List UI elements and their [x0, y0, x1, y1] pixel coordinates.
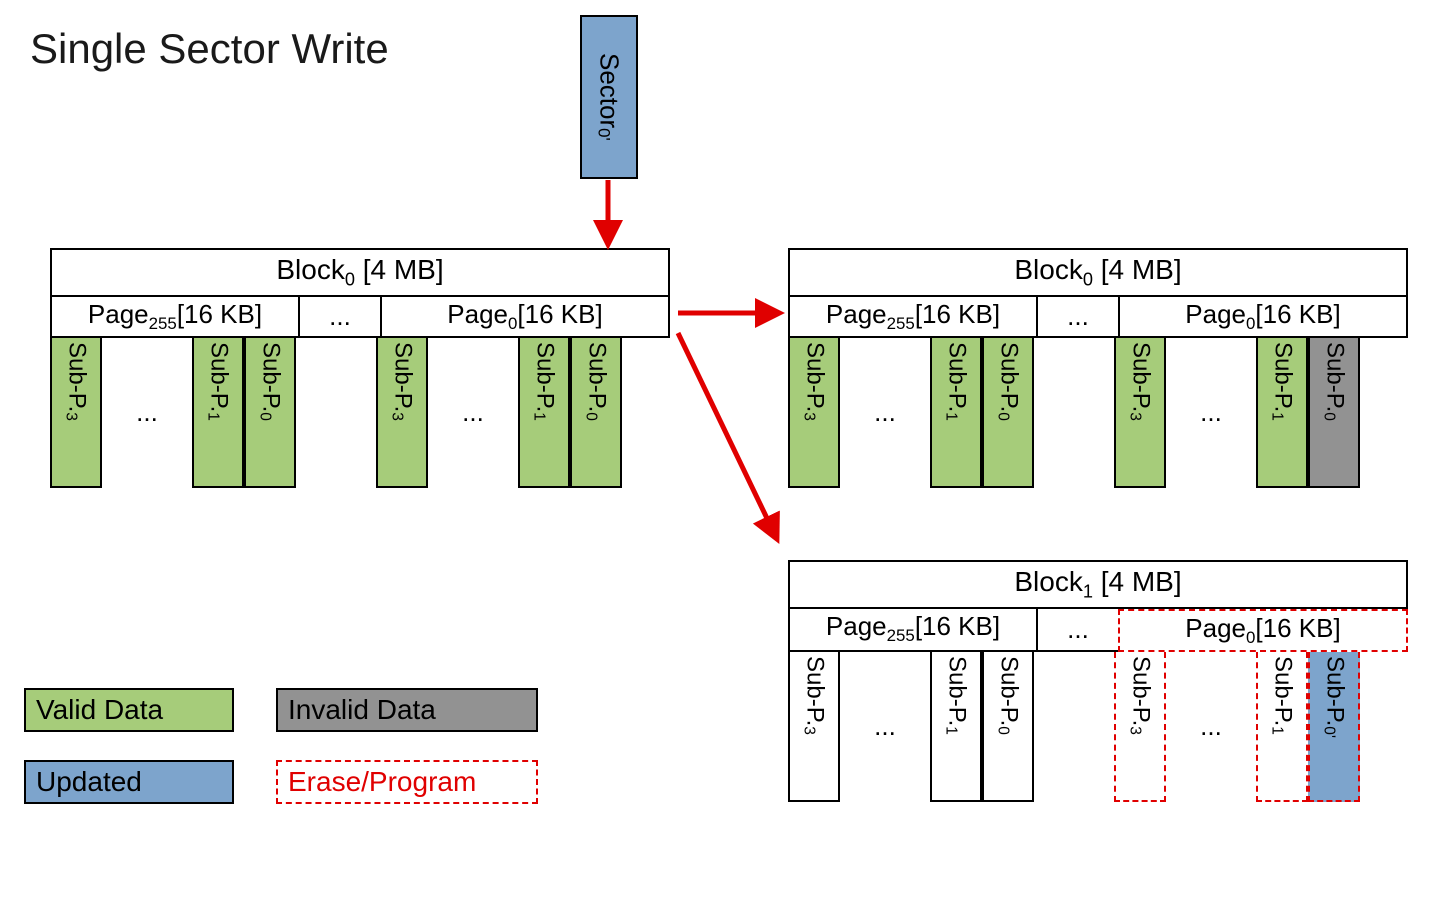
arrow-block-to-right-bottom — [678, 333, 775, 535]
legend-valid: Valid Data — [24, 688, 234, 732]
legend-updated: Updated — [24, 760, 234, 804]
legend-invalid: Invalid Data — [276, 688, 538, 732]
legend-erase: Erase/Program — [276, 760, 538, 804]
